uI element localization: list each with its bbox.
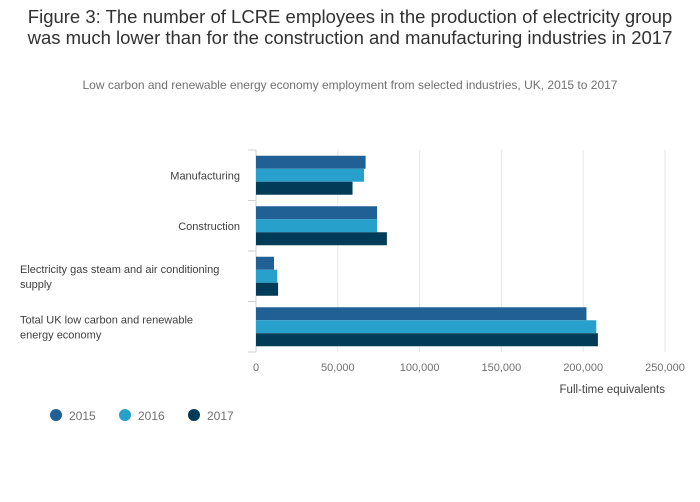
x-tick-label: 100,000 xyxy=(400,362,440,374)
chart-title: Figure 3: The number of LCRE employees i… xyxy=(27,6,673,48)
legend-marker-2015 xyxy=(50,409,62,421)
bar-2017-0 xyxy=(256,181,353,195)
bar-2017-2 xyxy=(256,282,279,296)
bar-2017-1 xyxy=(256,232,387,246)
legend-label-2017: 2017 xyxy=(207,409,234,423)
category-label: Manufacturing xyxy=(170,170,240,182)
x-tick-label: 50,000 xyxy=(321,362,355,374)
x-tick-label: 250,000 xyxy=(645,362,685,374)
category-label: supply xyxy=(20,279,52,291)
bar-2015-2 xyxy=(256,256,274,270)
legend-label-2016: 2016 xyxy=(138,409,165,423)
bar-2015-1 xyxy=(256,206,378,220)
category-label: Electricity gas steam and air conditioni… xyxy=(20,264,219,276)
bar-2015-0 xyxy=(256,155,366,169)
x-tick-label: 150,000 xyxy=(482,362,522,374)
x-tick-label: 200,000 xyxy=(563,362,603,374)
x-tick-label: 0 xyxy=(253,362,259,374)
bar-2016-1 xyxy=(256,219,378,233)
category-label: energy economy xyxy=(20,329,102,341)
bar-2017-3 xyxy=(256,333,598,347)
bar-2016-0 xyxy=(256,168,364,182)
category-label: Construction xyxy=(178,221,240,233)
bar-2015-3 xyxy=(256,307,587,321)
bar-2016-3 xyxy=(256,320,597,334)
x-axis-title: Full-time equivalents xyxy=(560,384,666,396)
category-label: Total UK low carbon and renewable xyxy=(20,314,193,326)
legend-marker-2017 xyxy=(188,409,200,421)
bar-2016-2 xyxy=(256,269,278,283)
legend-label-2015: 2015 xyxy=(69,409,96,423)
legend-marker-2016 xyxy=(119,409,131,421)
chart-subtitle: Low carbon and renewable energy economy … xyxy=(82,78,618,92)
